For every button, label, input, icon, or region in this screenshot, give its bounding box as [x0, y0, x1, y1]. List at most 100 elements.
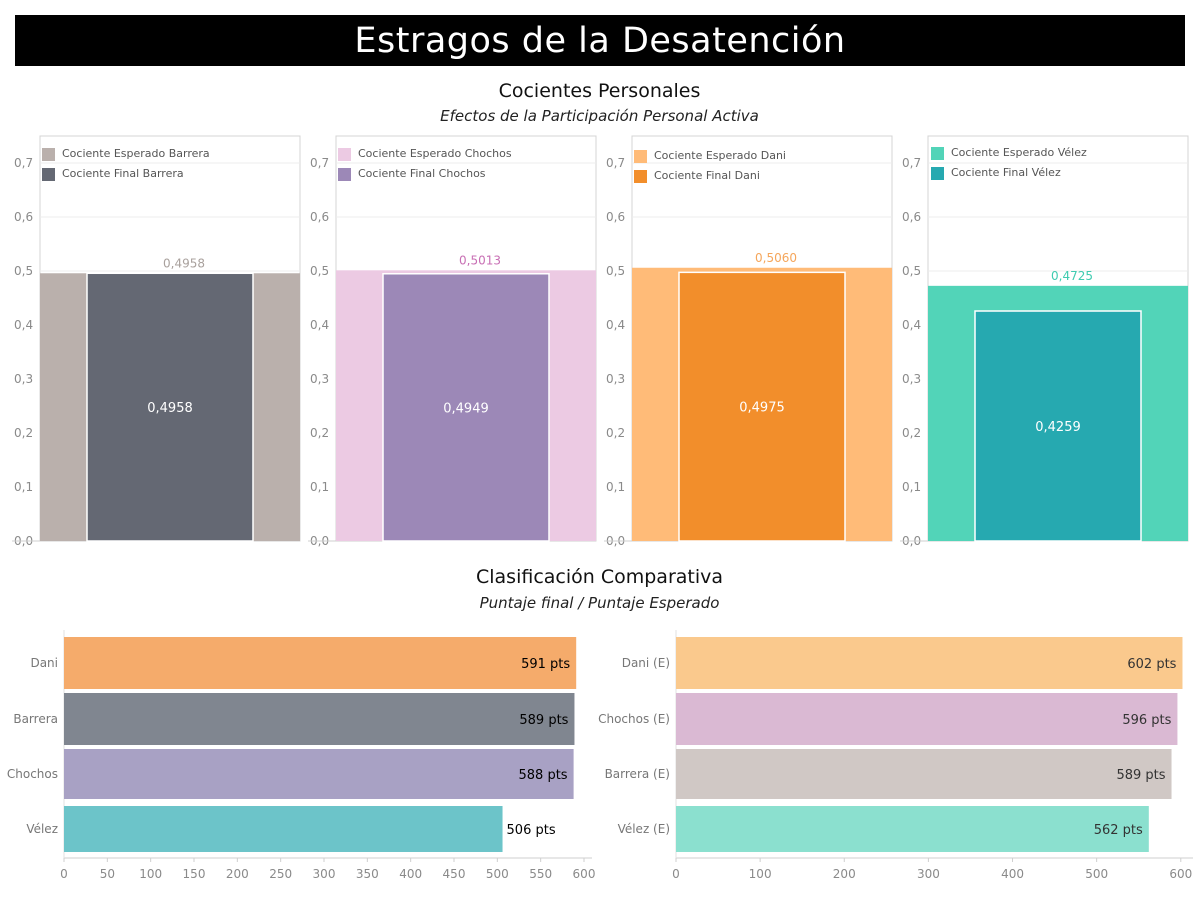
y-tick-label: 0,1	[902, 480, 921, 494]
category-label: Chochos	[7, 767, 58, 781]
y-tick-label: 0,7	[14, 156, 33, 170]
x-tick-label: 500	[486, 867, 509, 881]
x-tick-label: 550	[529, 867, 552, 881]
bar	[64, 749, 574, 799]
bar	[64, 806, 503, 852]
chart-ranking-expected: 0 100 200 300 400 500 600 Dani (E) 602 pts Chocho…	[598, 630, 1193, 881]
bar-value-label: 506 pts	[507, 823, 556, 838]
bar-label-expected: 0,5060	[755, 251, 797, 265]
bar-label-expected: 0,4958	[163, 256, 205, 270]
y-tick-label: 0,6	[606, 210, 625, 224]
legend-label: Cociente Esperado Chochos	[358, 147, 512, 160]
bar-value-label: 589 pts	[1116, 768, 1165, 783]
legend-swatch	[634, 149, 647, 163]
y-tick-label: 0,5	[310, 264, 329, 278]
y-tick-label: 0,3	[14, 372, 33, 386]
y-tick-label: 0,5	[606, 264, 625, 278]
y-tick-label: 0,4	[902, 318, 921, 332]
y-tick-label: 0,4	[606, 318, 625, 332]
legend-label: Cociente Esperado Vélez	[951, 146, 1087, 159]
legend-item-final[interactable]: Cociente Final Vélez	[931, 163, 1087, 183]
category-label: Vélez	[26, 822, 58, 836]
y-tick-label: 0,6	[310, 210, 329, 224]
bar-final	[382, 273, 550, 542]
legend-item-final[interactable]: Cociente Final Chochos	[338, 164, 512, 184]
bar-value-label: 589 pts	[519, 713, 568, 728]
x-tick-label: 400	[1001, 867, 1024, 881]
bar	[676, 693, 1178, 745]
legend-dani: Cociente Esperado Dani Cociente Final Da…	[634, 146, 786, 186]
y-tick-label: 0,7	[606, 156, 625, 170]
x-tick-label: 500	[1085, 867, 1108, 881]
legend-item-final[interactable]: Cociente Final Barrera	[42, 164, 210, 184]
x-tick-label: 300	[313, 867, 336, 881]
x-tick-label: 50	[100, 867, 115, 881]
legend-swatch	[931, 166, 944, 180]
bar-value-label: 562 pts	[1094, 823, 1143, 838]
bar-label-final: 0,4949	[443, 401, 489, 416]
x-tick-label: 300	[917, 867, 940, 881]
bar-label-expected: 0,5013	[459, 253, 501, 267]
legend-label: Cociente Final Vélez	[951, 166, 1061, 179]
category-label: Barrera	[13, 712, 58, 726]
bar-label-final: 0,4259	[1035, 420, 1081, 435]
x-tick-label: 0	[60, 867, 68, 881]
legend-velez: Cociente Esperado Vélez Cociente Final V…	[931, 143, 1087, 183]
legend-label: Cociente Esperado Barrera	[62, 147, 210, 160]
y-tick-label: 0,1	[310, 480, 329, 494]
x-tick-label: 100	[749, 867, 772, 881]
category-label: Dani (E)	[622, 656, 670, 670]
bar-final	[974, 310, 1142, 542]
bar-value-label: 602 pts	[1127, 657, 1176, 672]
bar	[676, 806, 1149, 852]
legend-item-expected[interactable]: Cociente Esperado Chochos	[338, 144, 512, 164]
legend-swatch	[634, 169, 647, 183]
bar-value-label: 588 pts	[519, 768, 568, 783]
panel-dani: 0,0 0,1 0,2 0,3 0,4 0,5 0,6 0,7 0,5060 0,4975 Coc…	[604, 135, 893, 548]
y-tick-label: 0,2	[310, 426, 329, 440]
y-tick-label: 0,7	[310, 156, 329, 170]
category-label: Barrera (E)	[605, 767, 670, 781]
bar-label-final: 0,4975	[739, 401, 785, 416]
y-tick-label: 0,2	[14, 426, 33, 440]
category-label: Chochos (E)	[598, 712, 670, 726]
bar-label-final: 0,4958	[147, 401, 193, 416]
ranking-expected-chart: 0 100 200 300 400 500 600 Dani (E) 602 pts Chocho…	[598, 630, 1199, 890]
section-subtitle-clasificacion: Puntaje final / Puntaje Esperado	[479, 594, 720, 612]
x-tick-label: 150	[183, 867, 206, 881]
legend-chochos: Cociente Esperado Chochos Cociente Final…	[338, 144, 512, 184]
y-tick-label: 0,4	[14, 318, 33, 332]
y-tick-label: 0,1	[606, 480, 625, 494]
panel-chochos: 0,0 0,1 0,2 0,3 0,4 0,5 0,6 0,7 0,5013 0,4949 Coc…	[308, 135, 597, 548]
x-tick-label: 350	[356, 867, 379, 881]
legend-item-expected[interactable]: Cociente Esperado Vélez	[931, 143, 1087, 163]
y-tick-label: 0,2	[902, 426, 921, 440]
bar-final	[86, 272, 254, 542]
x-tick-label: 100	[139, 867, 162, 881]
x-tick-label: 450	[443, 867, 466, 881]
legend-swatch	[338, 167, 351, 181]
legend-item-expected[interactable]: Cociente Esperado Dani	[634, 146, 786, 166]
legend-swatch	[931, 146, 944, 160]
y-tick-label: 0,3	[606, 372, 625, 386]
y-tick-label: 0,7	[902, 156, 921, 170]
y-tick-label: 0,5	[14, 264, 33, 278]
y-tick-label: 0,4	[310, 318, 329, 332]
legend-barrera: Cociente Esperado Barrera Cociente Final…	[42, 144, 210, 184]
section-title-cocientes: Cocientes Personales	[498, 80, 701, 102]
legend-item-expected[interactable]: Cociente Esperado Barrera	[42, 144, 210, 164]
section-title-clasificacion: Clasificación Comparativa	[475, 566, 724, 588]
bar	[64, 693, 575, 745]
legend-item-final[interactable]: Cociente Final Dani	[634, 166, 786, 186]
legend-swatch	[42, 167, 55, 181]
panel-velez: 0,0 0,1 0,2 0,3 0,4 0,5 0,6 0,7 0,4725 0,4259 Coc…	[900, 135, 1189, 548]
y-tick-label: 0,6	[14, 210, 33, 224]
x-tick-label: 0	[672, 867, 680, 881]
bar	[64, 637, 577, 689]
legend-label: Cociente Final Dani	[654, 169, 760, 182]
legend-swatch	[42, 147, 55, 161]
y-tick-label: 0,3	[902, 372, 921, 386]
